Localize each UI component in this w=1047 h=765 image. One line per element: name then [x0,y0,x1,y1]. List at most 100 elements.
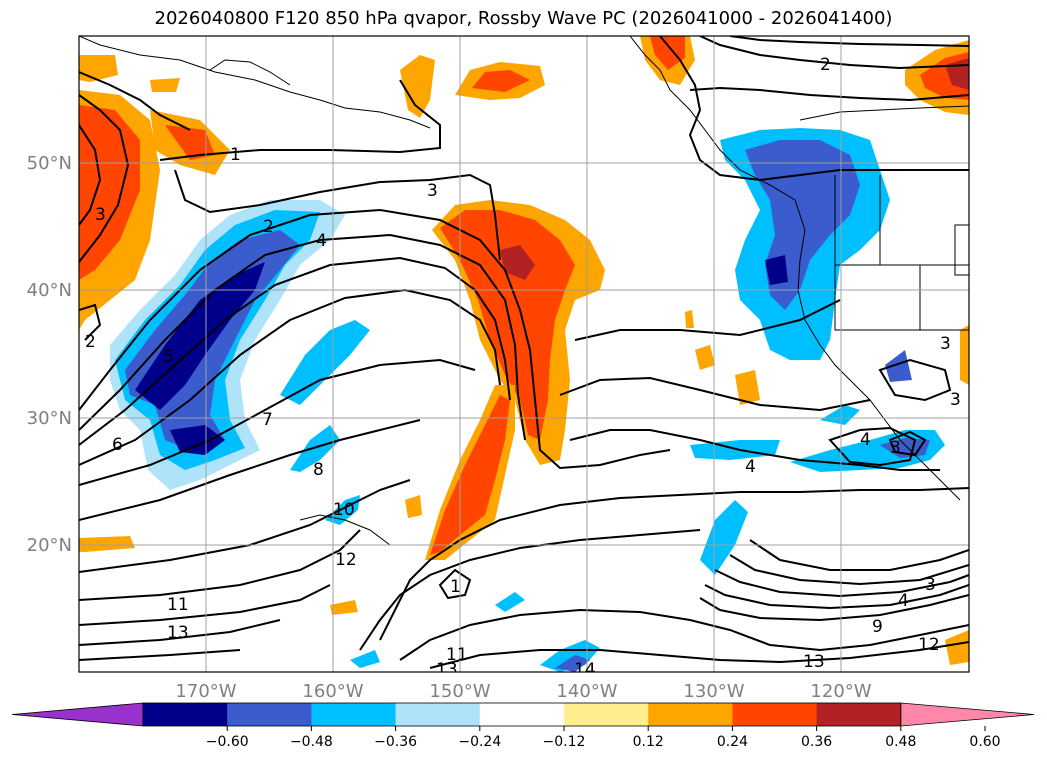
contour-label: 3 [95,205,106,225]
lon-label: 150°W [429,681,490,702]
contour-line [659,36,969,182]
positive-anomaly-area [685,310,694,328]
coastlines [79,36,969,546]
positive-anomaly-area [945,630,969,665]
lat-label: 30°N [27,408,72,429]
contour-line [79,71,191,131]
positive-anomaly-area [400,55,435,118]
positive-anomaly-area [960,325,969,385]
contour-line [729,554,969,586]
positive-anomaly-area [79,536,135,552]
lat-label: 50°N [27,153,72,174]
colorbar-tick-label: −0.60 [206,734,249,750]
colorbar-tick-label: 0.24 [717,734,748,750]
contour-label: 3 [925,575,936,595]
contour-label: 9 [872,617,883,637]
contour-label: 3 [950,390,961,410]
contour-line [79,419,421,521]
contour-label: 4 [316,231,327,251]
contour-label: 3 [427,181,438,201]
negative-anomaly-area [700,500,748,575]
contour-label: 12 [918,635,940,655]
colorbar-swatch [143,703,228,726]
gridlines [79,36,969,672]
colorbar-swatch [816,703,902,726]
contour-line [79,233,526,441]
colorbar-tick-label: 0.48 [885,734,916,750]
lon-label: 160°W [302,681,363,702]
contour-label: 13 [436,660,458,680]
negative-anomaly-area [280,320,370,405]
contour-label: 2 [820,55,831,75]
contour-line [159,79,441,161]
contour-label: 14 [574,660,596,680]
contour-line [704,584,969,610]
negative-anomaly-area [495,592,525,612]
contour-line [79,649,241,661]
contour-line [699,36,969,70]
coastline [299,514,391,546]
contour-label: 11 [167,595,189,615]
contour-label: 1 [230,145,241,165]
contour-line [699,594,969,622]
map-title: 2026040800 F120 850 hPa qvapor, Rossby W… [154,8,893,29]
contour-label: 7 [262,410,273,430]
contour-label: 13 [167,623,189,643]
colorbar-swatch [479,703,565,726]
colorbar-tick-label: 0.60 [969,734,1000,750]
contour-line [79,529,361,601]
contour-label: 4 [860,430,871,450]
contour-label: 4 [745,457,756,477]
positive-anomaly-area [440,210,575,440]
contour-line [79,208,671,470]
colorbar-swatch [311,703,397,726]
contour-label: 1 [450,577,461,597]
positive-anomaly-area [165,125,215,160]
contour-line [399,608,969,661]
positive-anomaly-area [695,345,715,370]
contour-line [79,584,331,626]
lon-label: 140°W [556,681,617,702]
longitude-labels: 170°W 160°W 150°W 140°W 130°W 120°W [175,681,871,702]
lat-label: 40°N [27,280,72,301]
positive-anomaly-area [405,495,422,518]
contour-line [174,169,501,261]
contour-label: 4 [898,591,909,611]
negative-anomaly-area [555,655,590,672]
contour-line [569,429,940,471]
coastline [629,36,961,501]
positive-anomaly-area [472,70,530,92]
lon-label: 170°W [175,681,236,702]
contour-label: 13 [803,652,825,672]
negative-anomaly-area [765,255,788,285]
contour-line [429,641,969,669]
contour-label: 11 [446,645,468,665]
contour-line [379,487,969,641]
latitude-labels: 50°N 40°N 30°N 20°N [27,153,72,556]
contour-line [79,358,476,486]
colorbar-tick-label: −0.48 [290,734,333,750]
colorbar-swatch [227,703,312,726]
state-border [834,175,969,331]
state-border [954,224,969,276]
lon-label: 130°W [683,681,744,702]
negative-anomaly-area [885,350,912,382]
positive-anomaly-area [150,78,180,92]
colorbar-swatch [564,703,649,726]
contour-labels: 1 2 3 4 5 6 7 8 10 12 11 13 2 3 4 2 4 3 … [85,55,961,680]
map-frame [78,35,970,673]
contour-line [729,36,969,47]
contour-line [559,376,871,412]
colorbar-swatch [648,703,733,726]
colorbar-extension-high [900,702,1035,727]
contour-line [79,303,102,341]
colorbar-tick-label: −0.24 [458,734,501,750]
colorbar-tick-label: 0.12 [633,734,664,750]
contour-line [828,426,917,467]
contour-line [574,299,841,341]
filled-anomalies [79,36,969,672]
contour-line [749,539,969,571]
map-panel: 1 2 3 4 5 6 7 8 10 12 11 13 2 3 4 2 4 3 … [79,36,969,680]
contour-line [79,288,501,466]
